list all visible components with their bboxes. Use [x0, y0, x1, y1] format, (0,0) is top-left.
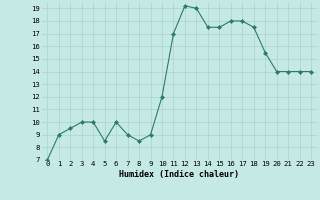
X-axis label: Humidex (Indice chaleur): Humidex (Indice chaleur)	[119, 170, 239, 179]
